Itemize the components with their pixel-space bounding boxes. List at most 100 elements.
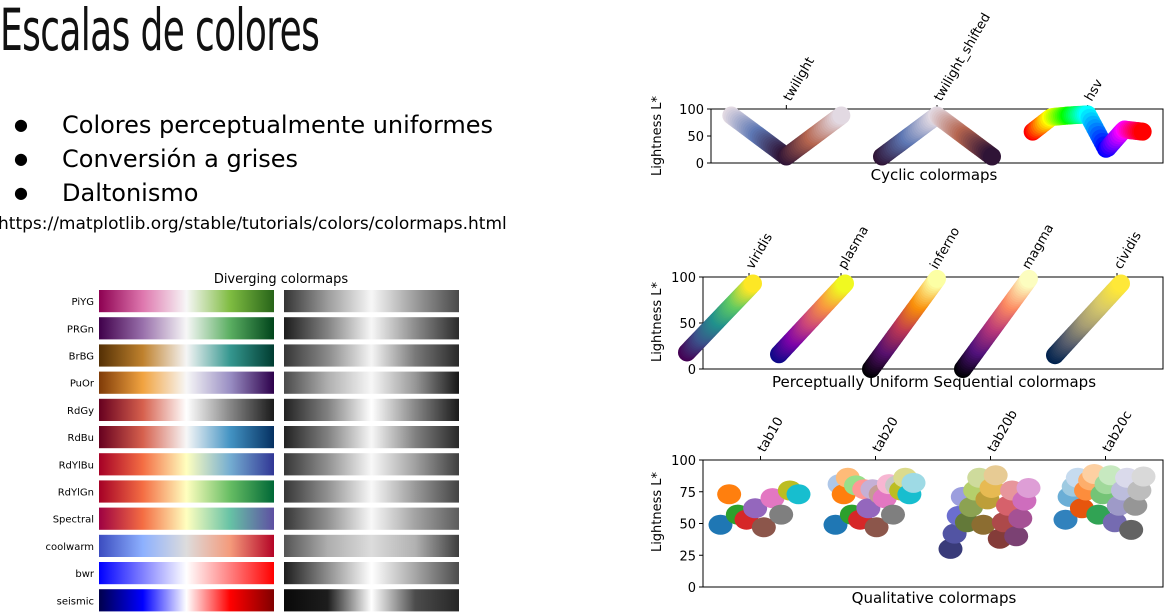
y-tick-label: 0 <box>688 581 696 596</box>
y-axis-label: Lightness L* <box>650 95 665 176</box>
y-tick-label: 100 <box>679 103 704 118</box>
y-tick-label: 0 <box>688 363 696 378</box>
data-point-cividis <box>1112 274 1130 293</box>
colormap-bar-RdYlBu <box>99 453 274 476</box>
y-tick-label: 0 <box>696 157 704 172</box>
data-point-tab20b <box>1008 508 1033 529</box>
y-axis-label: Lightness L* <box>650 281 665 362</box>
data-point-tab20b <box>983 465 1008 486</box>
data-point-plasma <box>836 274 854 293</box>
y-tick-label: 50 <box>679 518 696 533</box>
y-tick-label: 75 <box>679 486 696 501</box>
chart-title: Cyclic colormaps <box>871 166 998 184</box>
data-point-tab20c <box>1106 495 1131 516</box>
source-url[interactable]: https://matplotlib.org/stable/tutorials/… <box>0 214 507 234</box>
bullet-item: Daltonismo <box>14 176 493 210</box>
x-tick-label: plasma <box>835 224 872 272</box>
data-point-tab10 <box>786 484 811 505</box>
grayscale-bar-BrBG <box>284 344 459 367</box>
data-point-magma <box>1020 269 1038 288</box>
data-point-tab20b <box>1016 477 1041 498</box>
page-title: Escalas de colores <box>0 0 320 64</box>
diverging-colormaps-chart: Diverging colormaps PiYG PRGn BrBG PuOr RdGy… <box>46 272 459 612</box>
x-tick-label: tab20b <box>985 408 1021 455</box>
grayscale-bar-PRGn <box>284 317 459 340</box>
colormap-row-label: Spectral <box>53 515 94 526</box>
x-tick-label: twilight <box>781 55 818 104</box>
x-tick-label: tab20c <box>1100 409 1135 455</box>
colormap-bar-Spectral <box>99 507 274 530</box>
chart-title: Qualitative colormaps <box>852 589 1017 607</box>
grayscale-bar-RdYlBu <box>284 453 459 476</box>
grayscale-bar-RdGy <box>284 398 459 421</box>
data-point-hsv <box>1133 122 1152 141</box>
data-point-tab10 <box>717 484 742 505</box>
grayscale-bar-RdYlGn <box>284 480 459 503</box>
y-tick-label: 25 <box>679 549 696 564</box>
x-tick-label: cividis <box>1111 229 1144 272</box>
x-tick-label: hsv <box>1082 77 1106 104</box>
data-point-tab20c <box>1123 495 1148 516</box>
x-tick-label: tab10 <box>755 415 787 455</box>
data-point-tab20c <box>1053 509 1078 530</box>
y-tick-label: 50 <box>679 317 696 332</box>
data-point-tab20 <box>901 472 926 493</box>
y-tick-label: 100 <box>671 454 696 469</box>
colormap-bar-RdYlGn <box>99 480 274 503</box>
x-tick-label: magma <box>1019 222 1057 272</box>
grayscale-bar-Spectral <box>284 507 459 530</box>
colormap-row-label: coolwarm <box>46 542 95 553</box>
colormap-bar-PuOr <box>99 371 274 394</box>
chart-title: Perceptually Uniform Sequential colormap… <box>772 373 1096 391</box>
colormap-bar-bwr <box>99 562 274 585</box>
y-tick-label: 100 <box>671 271 696 286</box>
x-tick-label: inferno <box>927 225 963 272</box>
colormap-bar-PRGn <box>99 317 274 340</box>
grayscale-bar-coolwarm <box>284 534 459 557</box>
bullet-list: Colores perceptualmente uniformes Conver… <box>14 108 493 210</box>
data-point-viridis <box>744 274 762 293</box>
data-point-tab20 <box>864 517 889 538</box>
colormap-row-label: RdBu <box>68 433 95 444</box>
colormap-bar-PiYG <box>99 290 274 313</box>
data-point-twilight_shifted <box>983 147 1001 166</box>
colormap-row-label: seismic <box>57 596 94 607</box>
colormap-row-label: PRGn <box>67 324 94 335</box>
y-axis-label: Lightness L* <box>650 471 665 552</box>
data-point-tab20b <box>1004 526 1029 547</box>
colormap-row-label: RdYlBu <box>59 460 94 471</box>
colormap-row-label: PuOr <box>70 379 95 390</box>
cyclic-colormaps-chart: Cyclic colormaps Lightness L* 0 50 100 twil… <box>650 11 1164 184</box>
x-tick-label: tab20 <box>870 415 902 455</box>
chart-title: Diverging colormaps <box>214 272 349 287</box>
colormap-row-label: BrBG <box>69 352 94 363</box>
data-point-tab10 <box>708 514 733 535</box>
grayscale-bar-PuOr <box>284 371 459 394</box>
colormap-bar-RdBu <box>99 426 274 449</box>
colormap-bar-RdGy <box>99 398 274 421</box>
bullet-item: Colores perceptualmente uniformes <box>14 108 493 142</box>
grayscale-bar-bwr <box>284 562 459 585</box>
data-point-tab20 <box>880 504 905 525</box>
data-point-inferno <box>928 269 946 288</box>
colormap-bar-BrBG <box>99 344 274 367</box>
sequential-colormaps-chart: Perceptually Uniform Sequential colormap… <box>650 222 1164 391</box>
colormap-row-label: PiYG <box>72 297 94 308</box>
x-tick-label: viridis <box>743 231 776 272</box>
grayscale-bar-seismic <box>284 589 459 612</box>
data-point-twilight <box>832 106 851 125</box>
x-tick-label: twilight_shifted <box>931 11 993 104</box>
data-point-tab20c <box>1119 519 1144 540</box>
colormap-row-label: RdYlGn <box>58 488 94 499</box>
data-point-tab20b <box>971 514 996 535</box>
data-point-tab10 <box>743 498 768 519</box>
data-point-tab20 <box>856 498 881 519</box>
grayscale-bar-RdBu <box>284 426 459 449</box>
colormap-row-label: RdGy <box>67 406 94 417</box>
colormap-bar-coolwarm <box>99 534 274 557</box>
data-point-tab20b <box>938 538 963 559</box>
data-point-tab20c <box>1131 466 1156 487</box>
colormap-row-label: bwr <box>75 569 95 580</box>
qualitative-colormaps-chart: Qualitative colormaps Lightness L* 0 25 50… <box>650 408 1164 607</box>
data-point-tab20 <box>823 514 848 535</box>
